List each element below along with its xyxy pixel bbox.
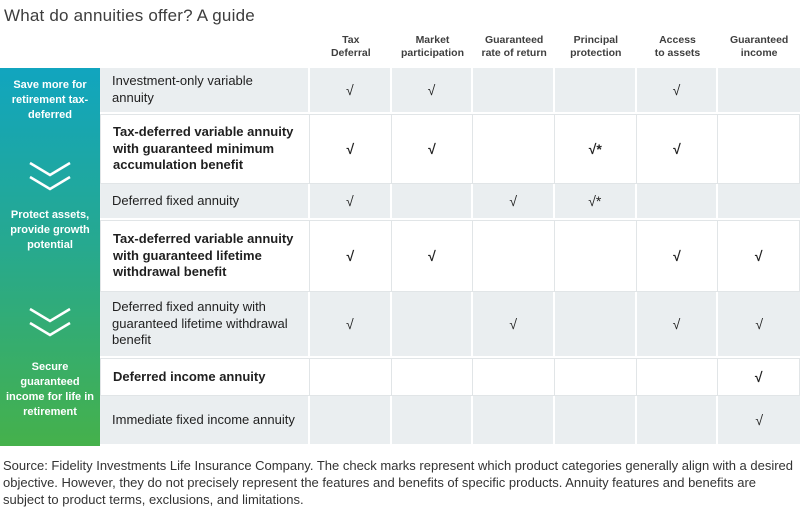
check-cell bbox=[636, 358, 719, 396]
check-cell bbox=[473, 220, 555, 292]
table-row: Tax-deferred variable annuity with guara… bbox=[100, 220, 800, 292]
check-cell bbox=[391, 184, 474, 218]
product-name: Investment-only variable annuity bbox=[100, 68, 310, 112]
check-cell: √ bbox=[310, 114, 392, 184]
check-cell bbox=[718, 68, 800, 112]
table-row: Deferred fixed annuity √ √ √* bbox=[100, 184, 800, 220]
check-cell: √ bbox=[391, 114, 474, 184]
chevron-down-icon bbox=[29, 307, 71, 337]
check-cell bbox=[636, 184, 719, 218]
table-row: Immediate fixed income annuity √ bbox=[100, 396, 800, 446]
check-cell bbox=[473, 358, 555, 396]
product-name: Deferred fixed annuity with guaranteed l… bbox=[100, 292, 310, 356]
check-cell: √ bbox=[391, 220, 474, 292]
column-header-row: Tax Deferral Market participation Guaran… bbox=[310, 24, 800, 66]
check-cell bbox=[391, 358, 474, 396]
product-name: Deferred fixed annuity bbox=[100, 184, 310, 218]
column-header-guaranteed-income: Guaranteed income bbox=[718, 34, 800, 66]
table-row: Tax-deferred variable annuity with guara… bbox=[100, 114, 800, 184]
check-cell: √ bbox=[473, 292, 555, 356]
product-name: Deferred income annuity bbox=[100, 358, 310, 396]
check-cell bbox=[310, 358, 392, 396]
column-header-line: rate of return bbox=[481, 47, 547, 60]
check-cell: √ bbox=[636, 68, 719, 112]
check-cell: √ bbox=[718, 220, 800, 292]
check-cell: √ bbox=[391, 68, 474, 112]
check-cell: √ bbox=[718, 292, 800, 356]
column-header-line: Tax bbox=[342, 33, 360, 46]
table-row: Deferred fixed annuity with guaranteed l… bbox=[100, 292, 800, 358]
check-cell: √ bbox=[310, 220, 392, 292]
check-cell: √* bbox=[554, 114, 637, 184]
check-cell bbox=[554, 292, 637, 356]
column-header-principal-protection: Principal protection bbox=[555, 34, 637, 66]
check-cell bbox=[473, 396, 555, 444]
check-cell bbox=[473, 114, 555, 184]
check-cell: √ bbox=[718, 396, 800, 444]
check-cell: √ bbox=[473, 184, 555, 218]
chevron-down-icon bbox=[29, 161, 71, 191]
product-name: Tax-deferred variable annuity with guara… bbox=[100, 220, 310, 292]
check-cell bbox=[718, 184, 800, 218]
column-header-line: income bbox=[740, 47, 778, 60]
column-header-line: to assets bbox=[654, 47, 701, 60]
source-note: Source: Fidelity Investments Life Insura… bbox=[3, 458, 794, 508]
table-row: Deferred income annuity √ bbox=[100, 358, 800, 396]
column-header-line: Deferral bbox=[330, 47, 371, 60]
check-cell bbox=[718, 114, 800, 184]
sidebar-section-secure-income: Secure guaranteed income for life in ret… bbox=[6, 361, 95, 418]
table-row: Investment-only variable annuity √ √ √ bbox=[100, 68, 800, 114]
check-cell bbox=[310, 396, 392, 444]
check-cell: √ bbox=[310, 68, 392, 112]
check-cell: √ bbox=[636, 292, 719, 356]
check-cell: √ bbox=[310, 292, 392, 356]
product-name: Immediate fixed income annuity bbox=[100, 396, 310, 444]
check-cell bbox=[554, 358, 637, 396]
column-header-tax-deferral: Tax Deferral bbox=[310, 34, 392, 66]
check-cell: √ bbox=[636, 220, 719, 292]
objectives-sidebar: Save more for retirement tax-deferred Pr… bbox=[0, 68, 100, 446]
column-header-guaranteed-rate: Guaranteed rate of return bbox=[473, 34, 555, 66]
column-header-line: Guaranteed bbox=[729, 33, 789, 46]
check-cell bbox=[554, 220, 637, 292]
column-header-line: Principal bbox=[573, 33, 618, 46]
product-name: Tax-deferred variable annuity with guara… bbox=[100, 114, 310, 184]
check-cell: √ bbox=[310, 184, 392, 218]
column-header-line: Market bbox=[415, 33, 450, 46]
check-cell bbox=[391, 396, 474, 444]
sidebar-section-protect-assets: Protect assets, provide growth potential bbox=[10, 209, 90, 251]
check-cell bbox=[554, 396, 637, 444]
check-cell: √ bbox=[718, 358, 800, 396]
table-rows: Investment-only variable annuity √ √ √ T… bbox=[100, 68, 800, 446]
check-cell bbox=[391, 292, 474, 356]
check-cell bbox=[554, 68, 637, 112]
column-header-line: Access bbox=[659, 33, 696, 46]
column-header-line: participation bbox=[400, 47, 464, 60]
column-header-market-participation: Market participation bbox=[392, 34, 474, 66]
column-header-access-to-assets: Access to assets bbox=[637, 34, 719, 66]
check-cell bbox=[473, 68, 555, 112]
column-header-line: protection bbox=[570, 47, 622, 60]
column-header-line: Guaranteed bbox=[484, 33, 544, 46]
check-cell: √* bbox=[554, 184, 637, 218]
sidebar-section-save-more: Save more for retirement tax-deferred bbox=[11, 79, 89, 121]
check-cell bbox=[636, 396, 719, 444]
annuity-table: Save more for retirement tax-deferred Pr… bbox=[0, 68, 800, 446]
check-cell: √ bbox=[636, 114, 719, 184]
page-title: What do annuities offer? A guide bbox=[4, 6, 255, 25]
